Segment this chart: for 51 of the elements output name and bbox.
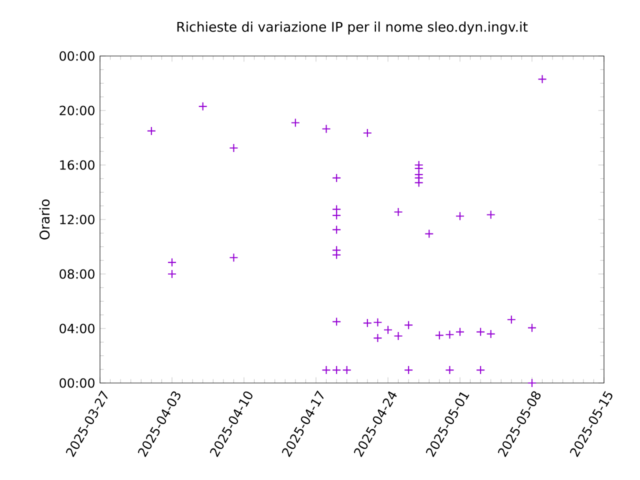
point (362, 128, 372, 138)
y-tick-label: 00:00 (60, 378, 94, 388)
point (383, 325, 393, 334)
point (167, 258, 177, 267)
point (290, 118, 300, 128)
point (445, 366, 454, 375)
point (332, 317, 342, 326)
chart-title: Richieste di variazione IP per il nome sleo.dyn.ingv.it (177, 22, 528, 34)
point (455, 327, 465, 336)
point (527, 323, 537, 332)
point (167, 269, 177, 279)
point (198, 102, 208, 111)
y-tick-label: 00:00 (60, 51, 94, 61)
point (527, 378, 537, 388)
y-axis-title: Orario (39, 199, 50, 240)
point (394, 331, 403, 341)
point (229, 143, 238, 153)
point (373, 334, 382, 343)
point (229, 253, 238, 262)
point (486, 210, 496, 220)
point (476, 327, 486, 336)
y-tick-label: 20:00 (60, 106, 94, 116)
point (506, 315, 516, 324)
point (455, 212, 465, 221)
point (322, 366, 331, 375)
y-tick-label: 04:00 (60, 324, 94, 334)
y-tick-label: 12:00 (60, 214, 94, 224)
point (404, 366, 414, 375)
point (332, 210, 342, 220)
point (404, 320, 414, 330)
point (373, 318, 382, 327)
point (332, 366, 342, 375)
point (476, 366, 486, 375)
point (538, 74, 547, 84)
point (332, 225, 342, 234)
point (445, 330, 454, 340)
point (332, 250, 342, 260)
point (424, 229, 434, 238)
point (414, 164, 424, 173)
point (332, 204, 342, 214)
point (342, 366, 352, 375)
y-tick-label: 08:00 (60, 269, 94, 279)
point (362, 318, 372, 328)
point (332, 173, 342, 182)
point (394, 207, 403, 217)
point (146, 126, 156, 136)
y-tick-label: 16:00 (60, 160, 94, 170)
point (486, 329, 496, 338)
point (434, 330, 444, 340)
point (322, 124, 331, 134)
point (414, 178, 424, 188)
